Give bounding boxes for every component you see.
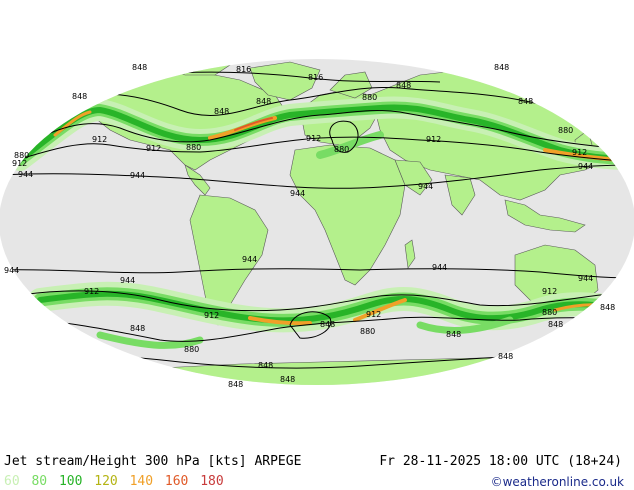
label-848-ant-d: 848 [228,380,243,389]
label-944-sw: 944 [4,266,19,275]
label-944-w: 944 [18,170,33,179]
legend-item-180: 180 [200,474,224,489]
legend-item-160: 160 [164,474,189,489]
label-880-aus: 880 [542,308,557,317]
label-944-e: 944 [578,162,593,171]
label-944-afr: 944 [290,189,305,198]
contour-912-s [19,290,634,312]
credit-link[interactable]: ©weatheronline.co.uk [490,475,624,489]
forecast-datetime: Fr 28-11-2025 18:00 UTC (18+24) [379,454,622,469]
label-848-satl: 848 [320,320,335,329]
label-880-med: 880 [334,145,349,154]
label-944-sio: 944 [432,263,447,272]
legend-item-80: 80 [31,474,48,489]
label-848-eur: 848 [396,81,411,90]
height-contours [0,71,634,369]
label-912-asia: 912 [426,135,441,144]
contour-low-eur [329,120,359,153]
land-africa [289,144,406,286]
legend-item-100: 100 [58,474,83,489]
label-848-atl: 848 [214,107,229,116]
contour-912-n [9,136,634,163]
jet-sh-band-sio [416,316,514,334]
label-912-spac: 912 [204,311,219,320]
contour-816 [149,71,441,83]
label-816-arctic-b: 816 [308,73,323,82]
land-central-america [184,164,211,196]
label-848-nw: 848 [132,63,147,72]
label-848-ant-c: 848 [280,375,295,384]
label-944-spac: 944 [120,276,135,285]
label-848-sio: 848 [446,330,461,339]
label-912-pac: 912 [92,135,107,144]
contour-low-spac [289,311,332,339]
contour-944-n [0,164,634,189]
label-912-spac-w: 912 [84,287,99,296]
contour-944-s [0,268,634,279]
contour-labels: 848 816 816 848 848 848 848 848 848 880 … [4,63,615,389]
jet-nh-core-na-max [234,117,273,131]
label-880-nam: 880 [186,143,201,152]
label-944-pac: 944 [130,171,145,180]
contour-848-n [59,86,634,119]
legend-item-60: 60 [4,474,20,489]
label-848-asia: 848 [518,97,533,106]
legend-item-120: 120 [94,474,118,489]
jet-nh-core-west [53,110,92,137]
label-912-w: 912 [12,159,27,168]
land-arabia [394,159,433,196]
contour-880-n [19,110,634,151]
map-title: Jet stream/Height 300 hPa [kts] ARPEGE [4,454,302,469]
label-944-sam: 944 [242,255,257,264]
jet-med-band [316,131,384,159]
land-indonesia [504,199,586,233]
label-912-aus: 912 [542,287,557,296]
label-848-ant-e: 848 [600,303,615,312]
land-madagascar [404,239,416,269]
label-880-eur: 880 [362,93,377,102]
label-912-satl: 912 [366,310,381,319]
land-antarctica [0,357,634,385]
label-944-aus: 944 [578,274,593,283]
label-880-satl: 880 [360,327,375,336]
contour-880-s [9,316,634,342]
label-880-pac-e: 880 [558,126,573,135]
label-848-spac: 848 [130,324,145,333]
label-912-nam: 912 [146,144,161,153]
land-india [444,174,476,216]
label-880-spac: 880 [184,345,199,354]
label-944-ind: 944 [418,182,433,191]
label-912-atl: 912 [306,134,321,143]
jet-stream-bands [9,96,634,349]
jet-sh-band-south [96,331,204,349]
speed-legend: 60 80 100 120 140 160 180 [4,474,228,489]
jet-sh-core-spac [248,316,312,326]
label-848-nam: 848 [256,97,271,106]
legend-item-140: 140 [129,474,154,489]
label-912-east: 912 [572,148,587,157]
label-848-alaska: 848 [72,92,87,101]
land-greenland [249,61,321,101]
label-848-aus: 848 [548,320,563,329]
map-footer: Jet stream/Height 300 hPa [kts] ARPEGE F… [0,445,634,490]
label-848-ant-b: 848 [258,361,273,370]
weather-map: 848 816 816 848 848 848 848 848 848 880 … [0,59,634,389]
label-880-pac-w: 880 [14,151,29,160]
label-816-arctic-a: 816 [236,65,251,74]
label-848-ne: 848 [494,63,509,72]
jet-sh-core-satl [353,298,407,322]
jet-nh-band-100 [17,104,634,163]
label-848-ant-a: 848 [498,352,513,361]
